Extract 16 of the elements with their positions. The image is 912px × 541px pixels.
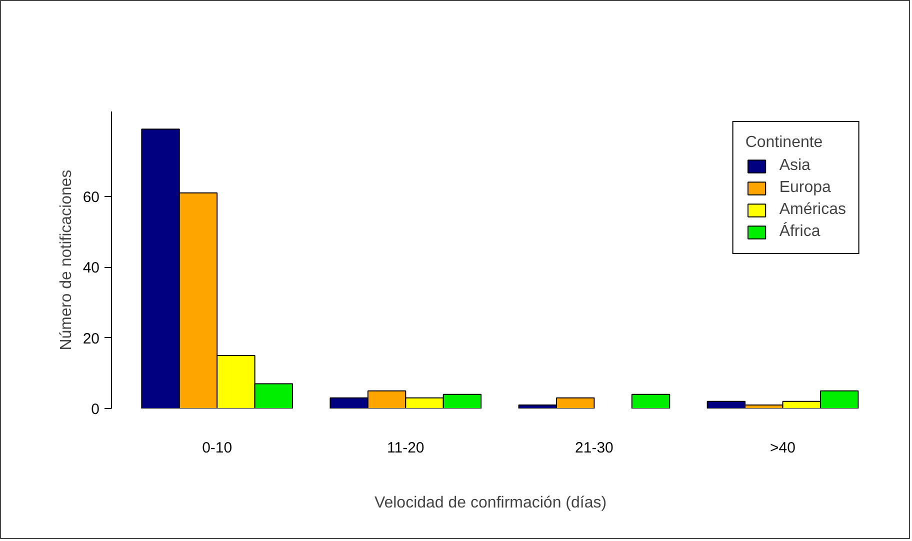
x-axis-title: Velocidad de confirmación (días): [374, 494, 607, 512]
y-tick-label: 40: [82, 260, 100, 277]
legend-label: África: [779, 223, 820, 241]
y-tick-label: 20: [82, 330, 100, 348]
legend-label: Europa: [779, 179, 831, 197]
y-tick-label: 0: [91, 401, 100, 418]
x-tick-label: 0-10: [202, 440, 232, 456]
y-axis-title: Número de notificaciones: [58, 170, 75, 350]
legend-title: Continente: [745, 134, 824, 152]
legend-label: Américas: [779, 201, 846, 219]
bar: [631, 394, 670, 408]
y-tick-label: 60: [82, 188, 100, 206]
legend-label: Asia: [779, 157, 810, 175]
x-tick-label: >40: [770, 440, 796, 456]
x-tick-label: 21-30: [575, 440, 614, 456]
x-tick-label: 11-20: [387, 440, 424, 456]
